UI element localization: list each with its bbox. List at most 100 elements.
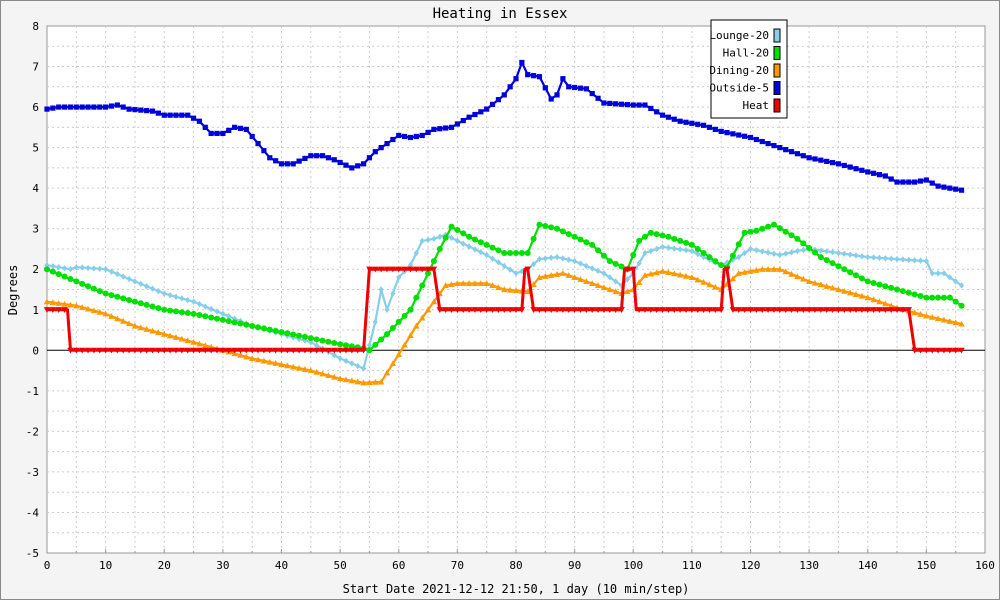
data-point: [736, 132, 742, 138]
data-point: [788, 249, 795, 256]
data-point: [90, 307, 98, 314]
data-point: [654, 109, 660, 115]
data-point: [765, 249, 771, 256]
data-point: [864, 294, 871, 301]
data-point: [161, 330, 168, 337]
data-point: [741, 269, 748, 275]
data-point: [131, 322, 139, 329]
data-point: [852, 291, 860, 297]
data-point: [547, 272, 555, 278]
data-point: [495, 247, 502, 254]
data-point: [871, 254, 877, 261]
data-point: [935, 270, 941, 277]
data-point: [436, 307, 443, 313]
data-point: [278, 347, 285, 354]
data-point: [471, 307, 479, 313]
data-point: [647, 270, 655, 277]
data-point: [530, 235, 537, 242]
data-point: [149, 303, 156, 310]
data-point: [155, 305, 162, 312]
data-point: [747, 245, 754, 253]
data-point: [161, 290, 167, 297]
data-point: [114, 270, 120, 278]
data-point: [718, 128, 724, 134]
data-point: [524, 266, 531, 273]
data-point: [513, 270, 519, 277]
data-point: [67, 104, 74, 110]
data-point: [542, 85, 548, 91]
data-point: [706, 307, 713, 313]
data-point: [677, 246, 683, 253]
data-point: [858, 307, 866, 313]
data-point: [237, 347, 244, 354]
data-point: [900, 179, 906, 185]
data-point: [624, 266, 631, 273]
data-point: [448, 234, 455, 242]
data-point: [495, 284, 502, 291]
legend-swatch: [773, 98, 781, 113]
data-point: [747, 134, 754, 141]
data-point: [665, 114, 672, 120]
data-point: [460, 117, 466, 124]
data-point: [237, 351, 244, 358]
y-tick-label: 2: [32, 263, 39, 276]
data-point: [79, 104, 85, 110]
legend-swatch: [773, 63, 781, 78]
data-point: [161, 347, 168, 354]
data-point: [67, 275, 74, 282]
data-point: [336, 375, 344, 382]
data-point: [899, 307, 907, 313]
data-point: [407, 332, 414, 339]
data-point: [882, 173, 888, 179]
data-point: [319, 337, 326, 344]
data-point: [548, 254, 554, 261]
data-point: [360, 365, 367, 372]
data-point: [383, 369, 391, 376]
x-tick-label: 40: [275, 559, 288, 572]
data-point: [559, 270, 567, 276]
data-point: [437, 126, 443, 132]
data-point: [120, 317, 127, 324]
data-point: [413, 249, 419, 257]
data-point: [125, 320, 133, 327]
data-point: [161, 112, 167, 118]
data-point: [829, 160, 836, 166]
data-point: [513, 76, 519, 82]
data-point: [349, 360, 355, 367]
data-point: [337, 355, 343, 362]
data-point: [870, 296, 877, 303]
data-point: [600, 307, 608, 313]
data-point: [653, 307, 660, 313]
data-point: [43, 307, 51, 313]
data-point: [495, 307, 502, 313]
data-point: [677, 118, 683, 124]
data-point: [829, 260, 836, 267]
data-point: [319, 347, 326, 354]
data-point: [688, 274, 696, 280]
data-point: [377, 378, 385, 385]
data-point: [126, 106, 132, 112]
data-point: [624, 288, 631, 295]
data-point: [841, 287, 848, 294]
data-point: [220, 310, 226, 318]
data-point: [336, 347, 344, 354]
data-point: [366, 155, 373, 161]
data-point: [325, 338, 332, 345]
data-point: [179, 112, 185, 118]
data-point: [266, 358, 273, 365]
data-point: [443, 125, 449, 131]
data-point: [178, 335, 186, 342]
data-point: [243, 126, 249, 132]
data-point: [882, 255, 888, 262]
data-point: [712, 283, 719, 290]
data-point: [419, 132, 425, 139]
data-point: [530, 281, 537, 288]
data-point: [102, 310, 109, 317]
data-point: [231, 319, 238, 326]
data-point: [823, 307, 830, 313]
data-point: [729, 275, 737, 282]
data-point: [712, 126, 718, 132]
data-point: [507, 84, 513, 90]
data-point: [184, 347, 191, 354]
data-point: [255, 140, 261, 147]
